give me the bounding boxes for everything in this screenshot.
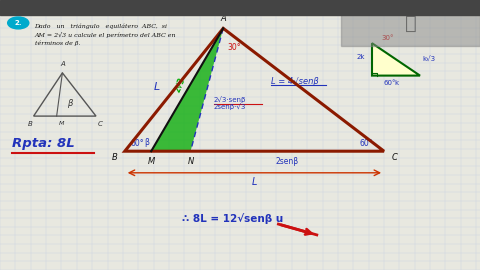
Text: C: C xyxy=(391,153,397,161)
Text: 2senβ·√3: 2senβ·√3 xyxy=(214,103,246,110)
Text: 2√3·senβ: 2√3·senβ xyxy=(214,96,246,103)
Text: N: N xyxy=(187,157,194,166)
Text: A: A xyxy=(60,62,65,68)
Text: 60°: 60° xyxy=(131,140,144,148)
Text: 👤: 👤 xyxy=(405,14,416,32)
Polygon shape xyxy=(372,43,420,76)
Text: 60°: 60° xyxy=(360,140,373,148)
Text: ∴ 8L = 12√senβ u: ∴ 8L = 12√senβ u xyxy=(182,213,284,224)
Bar xyxy=(0,0,480,15)
Text: β: β xyxy=(67,99,72,109)
Text: 2.: 2. xyxy=(14,20,22,26)
Circle shape xyxy=(8,17,29,29)
Text: Rpta: 8L: Rpta: 8L xyxy=(12,137,75,150)
Text: M: M xyxy=(59,121,64,126)
Polygon shape xyxy=(151,28,223,151)
Text: 60°: 60° xyxy=(384,80,396,86)
Text: 2k: 2k xyxy=(356,54,365,60)
Text: L = 4√senβ: L = 4√senβ xyxy=(271,76,319,86)
Text: A: A xyxy=(220,15,226,23)
Text: k√3: k√3 xyxy=(422,56,435,62)
Text: C: C xyxy=(97,121,102,127)
Text: M: M xyxy=(147,157,155,166)
Text: 30°: 30° xyxy=(382,35,394,40)
Text: L: L xyxy=(153,82,159,92)
Text: 2√3: 2√3 xyxy=(173,75,187,93)
Text: B: B xyxy=(27,121,32,127)
Bar xyxy=(341,0,480,46)
Text: 30°: 30° xyxy=(227,43,240,52)
Text: β: β xyxy=(144,138,149,147)
Text: Dado   un   triángulo   equilátero  ABC,  si
AM = 2√3 u calcule el perímetro del: Dado un triángulo equilátero ABC, si AM … xyxy=(35,24,176,46)
Text: 2senβ: 2senβ xyxy=(276,157,299,166)
Text: B: B xyxy=(112,153,118,161)
Text: L: L xyxy=(252,177,257,187)
Text: k: k xyxy=(394,80,398,86)
